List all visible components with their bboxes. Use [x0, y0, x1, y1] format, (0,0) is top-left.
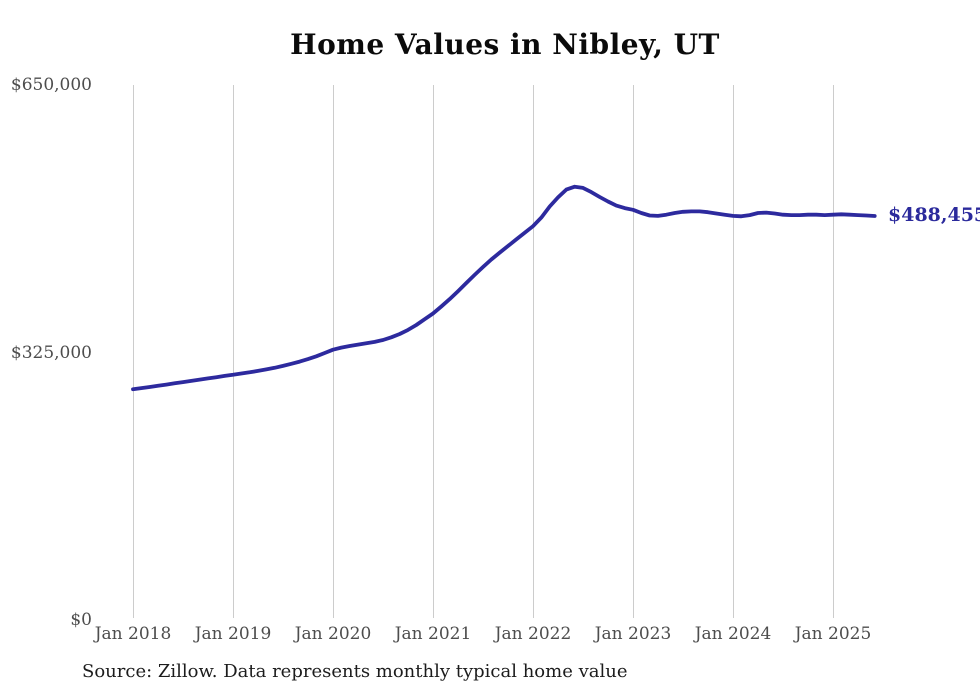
home-value-line	[131, 184, 877, 392]
x-axis-tick-label: Jan 2020	[294, 624, 372, 644]
x-axis-tick-label: Jan 2024	[694, 624, 772, 644]
x-axis-tick-label: Jan 2021	[394, 624, 472, 644]
chart-title: Home Values in Nibley, UT	[290, 28, 720, 61]
y-axis-tick-label: $0	[70, 610, 92, 630]
source-note: Source: Zillow. Data represents monthly …	[82, 661, 628, 682]
x-axis-tick-label: Jan 2018	[94, 624, 172, 644]
x-axis-tick-label: Jan 2025	[794, 624, 872, 644]
x-axis-tick-label: Jan 2022	[494, 624, 572, 644]
y-axis-tick-label: $325,000	[10, 342, 92, 363]
x-axis-tick-label: Jan 2019	[194, 624, 272, 644]
x-axis-tick-label: Jan 2023	[594, 624, 672, 644]
y-axis-tick-label: $650,000	[10, 75, 92, 95]
current-value-label: $488,455	[888, 204, 980, 226]
